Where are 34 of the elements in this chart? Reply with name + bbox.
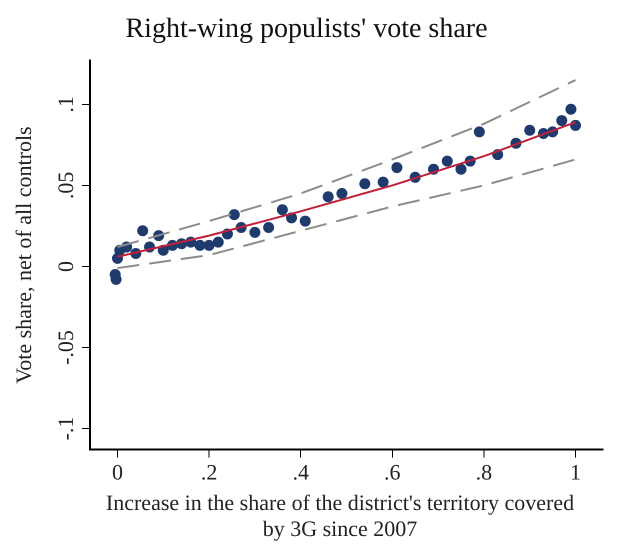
point <box>565 104 576 115</box>
y-axis-title: Vote share, net of all controls <box>10 126 36 384</box>
point <box>391 162 402 174</box>
point <box>137 225 148 236</box>
point <box>228 209 240 220</box>
point <box>212 236 224 248</box>
point <box>336 188 348 200</box>
x-tick-label: .8 <box>476 460 492 485</box>
point <box>249 226 260 238</box>
point <box>524 124 536 136</box>
x-tick-label: .6 <box>384 460 401 485</box>
point <box>456 164 467 175</box>
point <box>194 240 206 251</box>
point <box>442 156 453 167</box>
x-tick-label: 0 <box>112 460 123 485</box>
point <box>322 191 334 202</box>
point <box>263 222 274 234</box>
y-tick-label: 0 <box>52 260 78 272</box>
x-tick-label: 1 <box>570 460 582 485</box>
point <box>276 204 288 216</box>
y-tick-label: .1 <box>52 96 78 113</box>
point <box>300 216 311 227</box>
point <box>359 178 370 190</box>
x-tick-label: .2 <box>200 460 218 485</box>
point <box>378 176 389 188</box>
x-tick-label: .4 <box>292 460 309 485</box>
point <box>556 115 568 126</box>
y-tick-label: -.1 <box>52 416 78 440</box>
point <box>204 240 215 251</box>
point <box>474 126 485 138</box>
y-tick-label: .05 <box>52 172 78 200</box>
x-axis-title: Increase in the share of the district's territory covered by 3G since 2007 <box>105 490 575 542</box>
chart-title: Right-wing populists' vote share <box>125 13 488 44</box>
y-tick-label: -.05 <box>52 330 78 365</box>
